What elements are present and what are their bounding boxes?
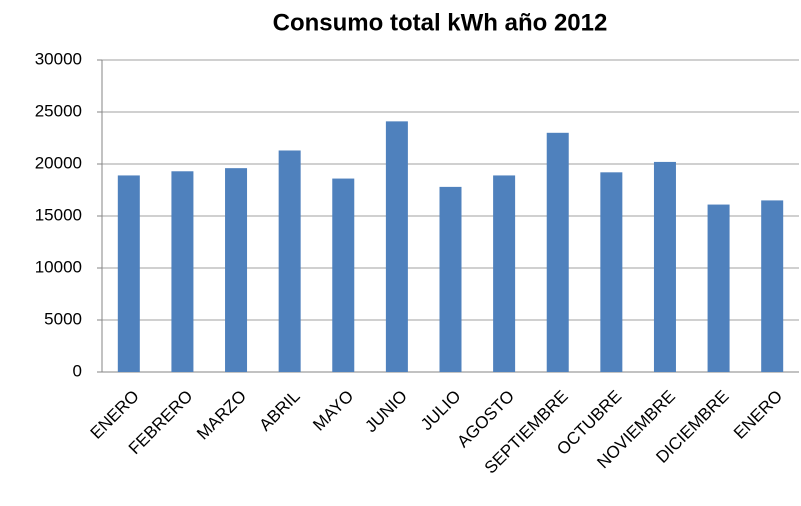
x-tick-label: ENERO	[730, 387, 786, 443]
x-tick-label: JUNIO	[361, 387, 410, 436]
x-tick-label: JULIO	[417, 387, 465, 435]
bar	[225, 168, 248, 372]
chart-title: Consumo total kWh año 2012	[273, 9, 608, 36]
y-tick-label: 30000	[35, 49, 82, 68]
bar	[117, 175, 140, 372]
y-tick-label: 5000	[44, 309, 82, 328]
bar	[332, 178, 355, 372]
bar	[493, 175, 516, 372]
y-tick-label: 20000	[35, 153, 82, 172]
bar	[278, 150, 301, 372]
x-tick-label: MAYO	[309, 387, 357, 435]
bar	[439, 186, 462, 372]
x-tick-label: ABRIL	[255, 387, 303, 435]
y-tick-label: 15000	[35, 205, 82, 224]
bar	[171, 171, 194, 372]
x-tick-label: MARZO	[193, 387, 250, 444]
bar	[385, 121, 408, 372]
bar	[546, 132, 569, 372]
y-tick-label: 0	[73, 361, 82, 380]
bar	[600, 172, 623, 372]
bar	[707, 204, 730, 372]
y-tick-label: 25000	[35, 101, 82, 120]
bar	[761, 200, 784, 372]
bar	[653, 161, 676, 372]
y-tick-label: 10000	[35, 257, 82, 276]
